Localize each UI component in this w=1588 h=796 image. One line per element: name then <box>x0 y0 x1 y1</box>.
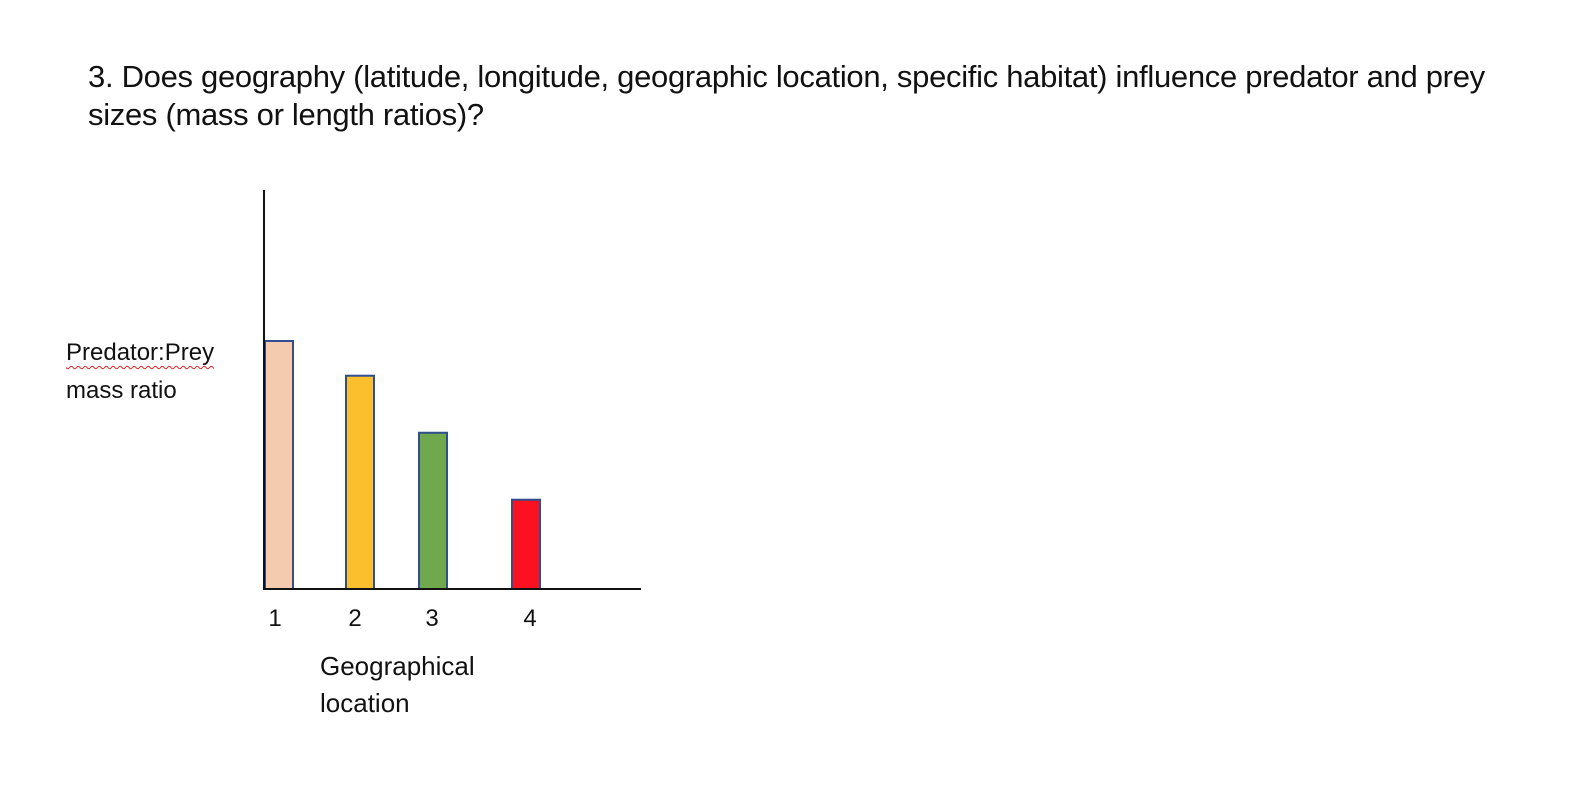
y-axis-label-line-1: Predator:Prey <box>66 339 215 366</box>
x-axis-label: Geographical location <box>320 648 475 722</box>
bars-layer <box>264 340 541 591</box>
x-axis-label-line-1: Geographical <box>320 651 475 681</box>
bar-4 <box>511 498 541 590</box>
bar-2 <box>345 374 375 590</box>
y-axis-label-line-2: mass ratio <box>66 377 177 404</box>
x-tick-label-2: 2 <box>348 605 361 632</box>
x-tick-label-4: 4 <box>523 605 536 632</box>
x-tick-label-3: 3 <box>425 605 438 632</box>
slide-title: 3. Does geography (latitude, longitude, … <box>88 59 1485 132</box>
x-tick-label-1: 1 <box>268 605 281 632</box>
y-axis-label: Predator:Prey mass ratio <box>66 334 214 410</box>
bar-1 <box>264 340 294 590</box>
bar-3 <box>418 431 448 591</box>
tick-labels: 1 2 3 4 <box>268 605 536 632</box>
x-axis-label-line-2: location <box>320 688 410 718</box>
